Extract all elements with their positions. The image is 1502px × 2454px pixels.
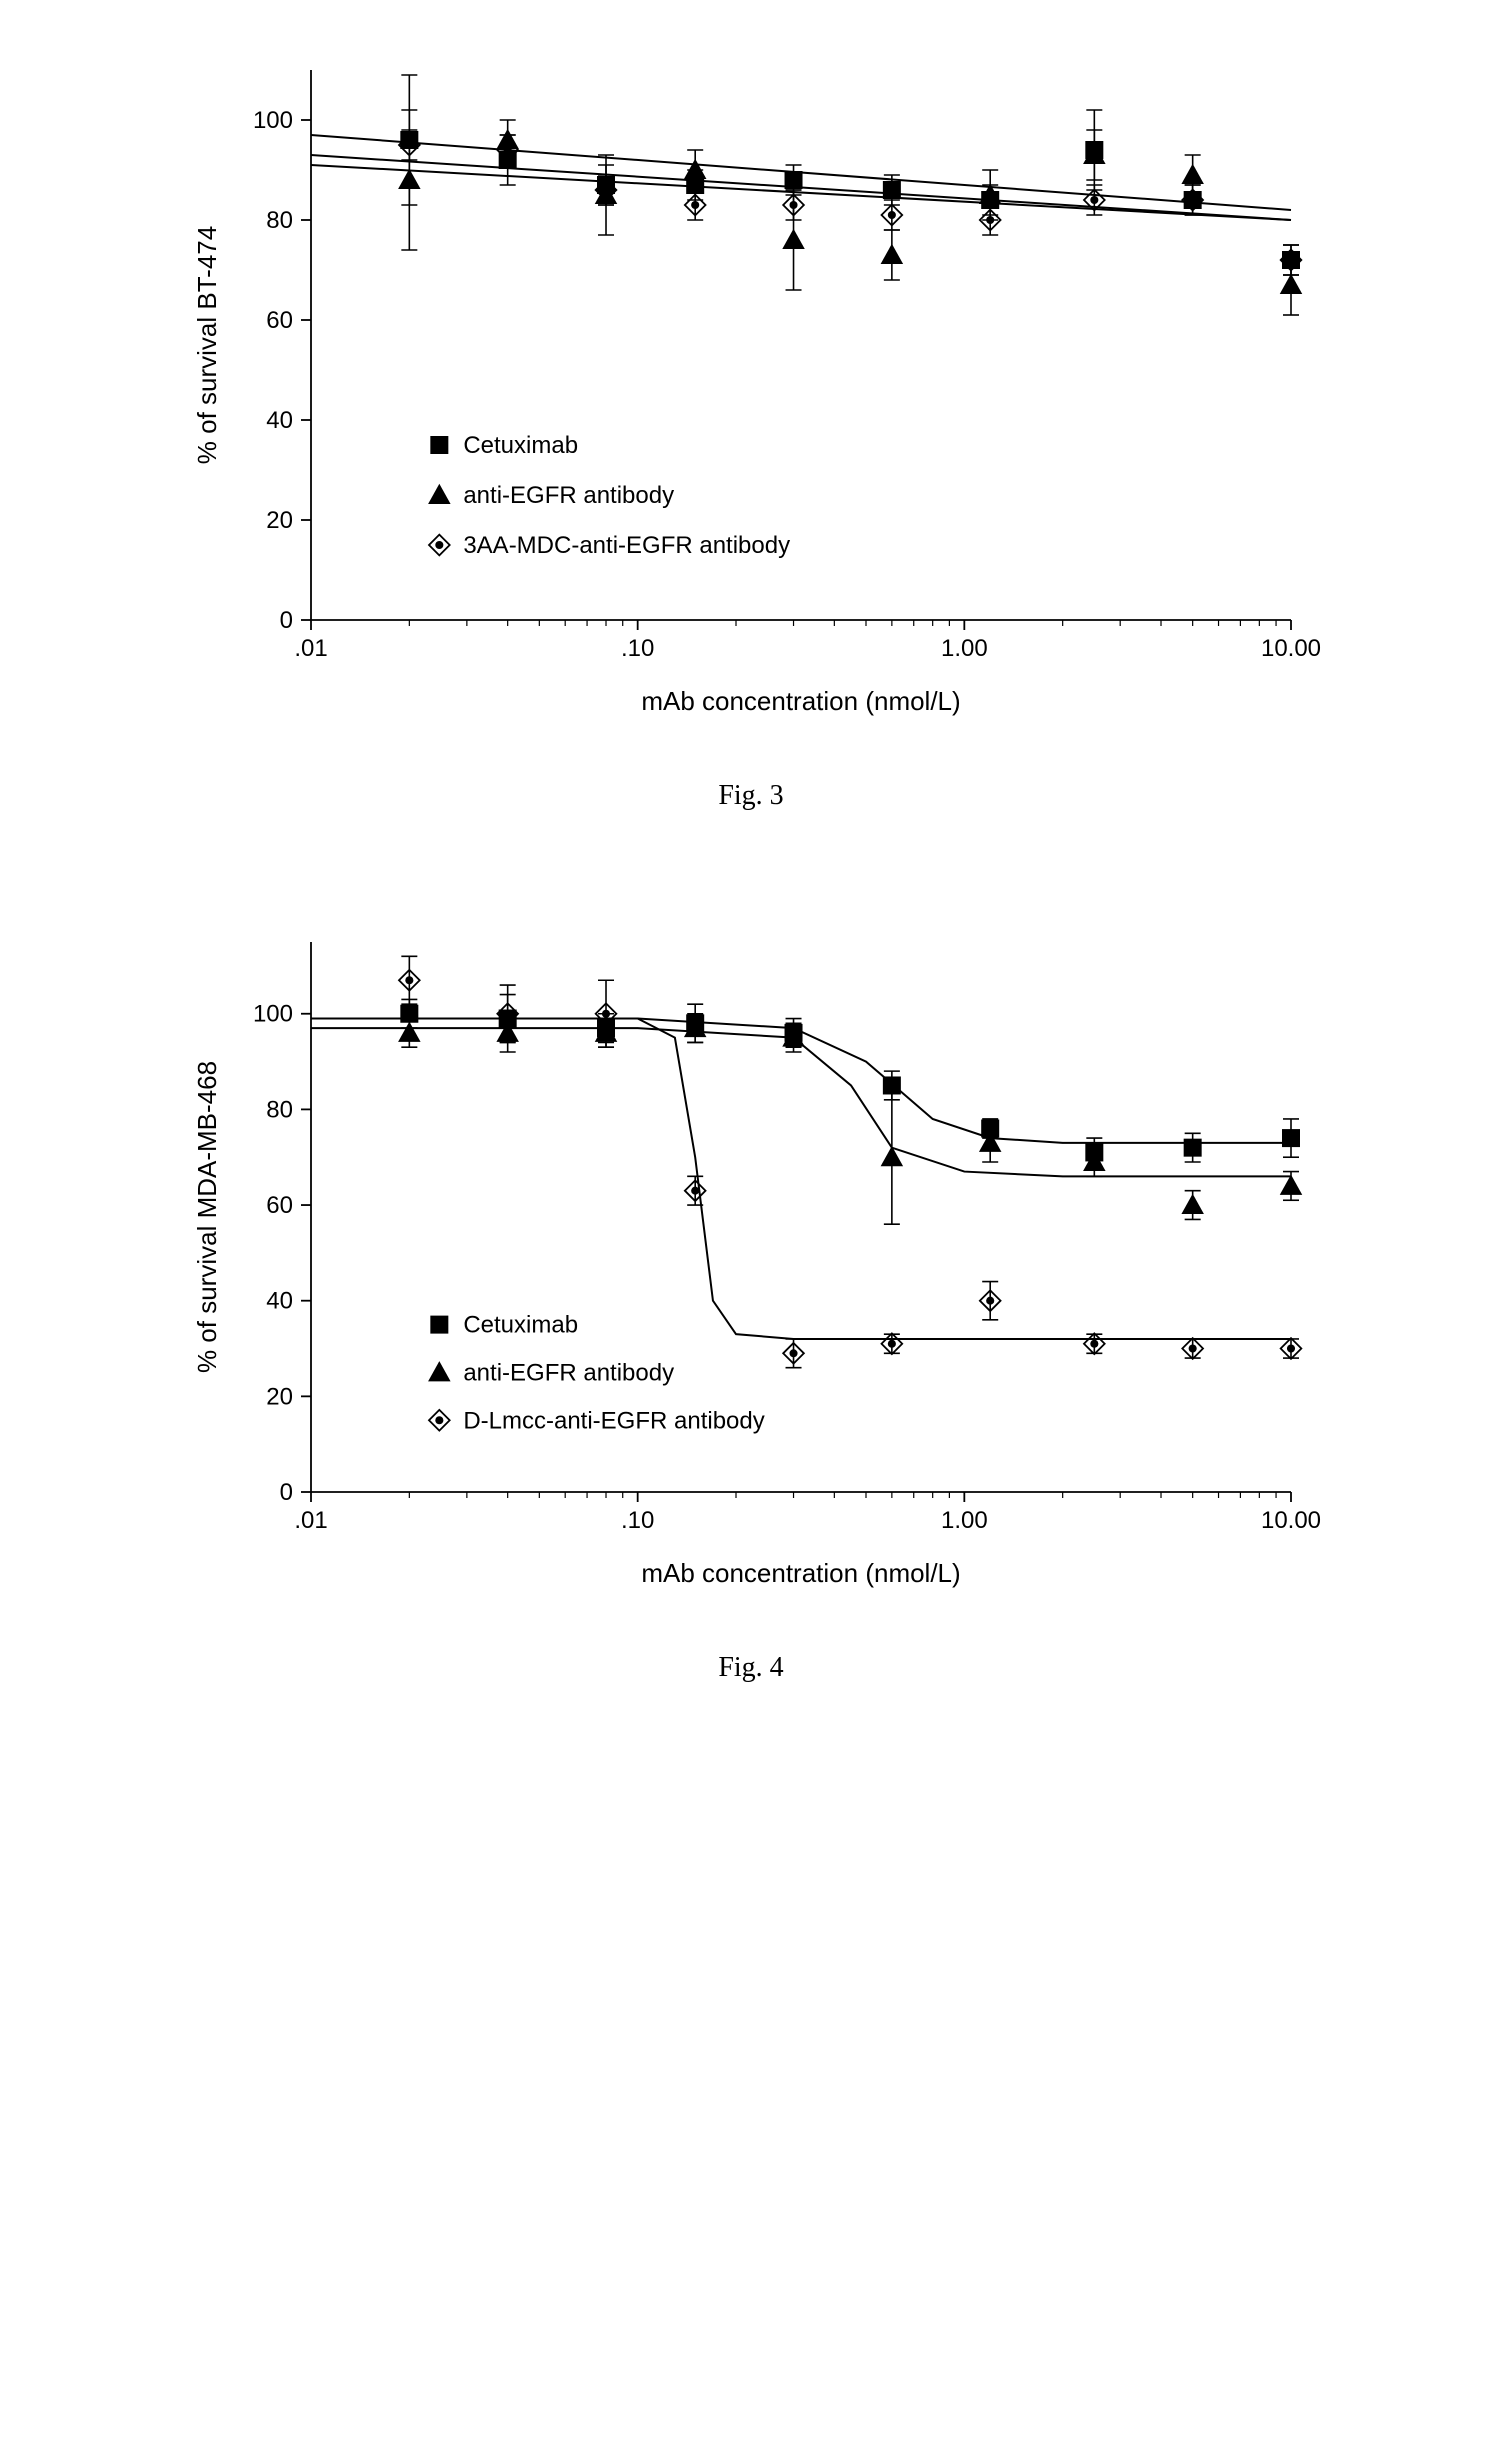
svg-text:3AA-MDC-anti-EGFR antibody: 3AA-MDC-anti-EGFR antibody <box>463 532 790 559</box>
svg-text:Cetuximab: Cetuximab <box>463 432 578 459</box>
svg-text:% of survival MDA-MB-468: % of survival MDA-MB-468 <box>192 1061 222 1373</box>
svg-text:0: 0 <box>280 607 293 634</box>
figure-3-svg: 0 20 40 60 80 100 .01 .10 1.00 10.00 mAb concentra… <box>151 40 1351 740</box>
figure-3-caption: Fig. 3 <box>0 780 1502 812</box>
svg-text:mAb concentration (nmol/L): mAb concentration (nmol/L) <box>641 1558 960 1588</box>
svg-text:Cetuximab: Cetuximab <box>463 1312 578 1339</box>
figure-3-container: 0 20 40 60 80 100 .01 .10 1.00 10.00 mAb concentra… <box>151 40 1351 740</box>
svg-text:.01: .01 <box>294 635 327 662</box>
svg-text:.01: .01 <box>294 1507 327 1534</box>
svg-text:60: 60 <box>266 307 293 334</box>
svg-text:10.00: 10.00 <box>1261 1507 1321 1534</box>
svg-text:0: 0 <box>280 1479 293 1506</box>
svg-text:1.00: 1.00 <box>941 1507 988 1534</box>
svg-text:80: 80 <box>266 207 293 234</box>
svg-text:1.00: 1.00 <box>941 635 988 662</box>
svg-text:60: 60 <box>266 1192 293 1219</box>
svg-text:100: 100 <box>253 1001 293 1028</box>
svg-text:% of survival BT-474: % of survival BT-474 <box>192 226 222 464</box>
figure-4-caption: Fig. 4 <box>0 1652 1502 1684</box>
svg-text:.10: .10 <box>621 1507 654 1534</box>
svg-text:D-Lmcc-anti-EGFR antibody: D-Lmcc-anti-EGFR antibody <box>463 1407 764 1434</box>
svg-text:mAb concentration (nmol/L): mAb concentration (nmol/L) <box>641 686 960 716</box>
svg-text:anti-EGFR antibody: anti-EGFR antibody <box>463 482 674 509</box>
svg-text:anti-EGFR antibody: anti-EGFR antibody <box>463 1359 674 1386</box>
svg-text:100: 100 <box>253 107 293 134</box>
svg-text:40: 40 <box>266 407 293 434</box>
svg-text:10.00: 10.00 <box>1261 635 1321 662</box>
svg-text:80: 80 <box>266 1096 293 1123</box>
svg-text:.10: .10 <box>621 635 654 662</box>
page-container: 0 20 40 60 80 100 .01 .10 1.00 10.00 mAb concentra… <box>0 0 1502 1844</box>
figure-4-svg: 0 20 40 60 80 100 .01 .10 1.00 10.00 mAb concentra… <box>151 912 1351 1612</box>
svg-text:20: 20 <box>266 1383 293 1410</box>
svg-text:40: 40 <box>266 1288 293 1315</box>
svg-text:20: 20 <box>266 507 293 534</box>
figure-4-container: 0 20 40 60 80 100 .01 .10 1.00 10.00 mAb concentra… <box>151 912 1351 1612</box>
